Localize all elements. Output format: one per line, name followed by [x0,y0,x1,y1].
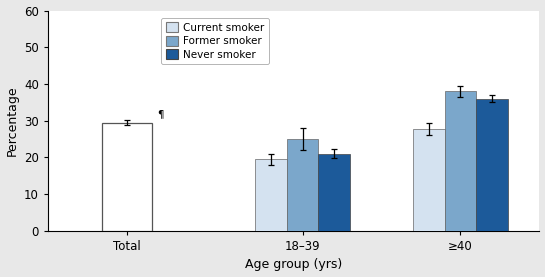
X-axis label: Age group (yrs): Age group (yrs) [245,258,342,271]
Bar [476,99,508,231]
Bar [413,129,445,231]
Text: ¶: ¶ [158,109,164,119]
Bar [318,154,350,231]
Bar [287,139,318,231]
Bar [255,159,287,231]
Bar [445,91,476,231]
Bar [102,123,152,231]
Y-axis label: Percentage: Percentage [5,85,19,156]
Legend: Current smoker, Former smoker, Never smoker: Current smoker, Former smoker, Never smo… [161,18,269,64]
